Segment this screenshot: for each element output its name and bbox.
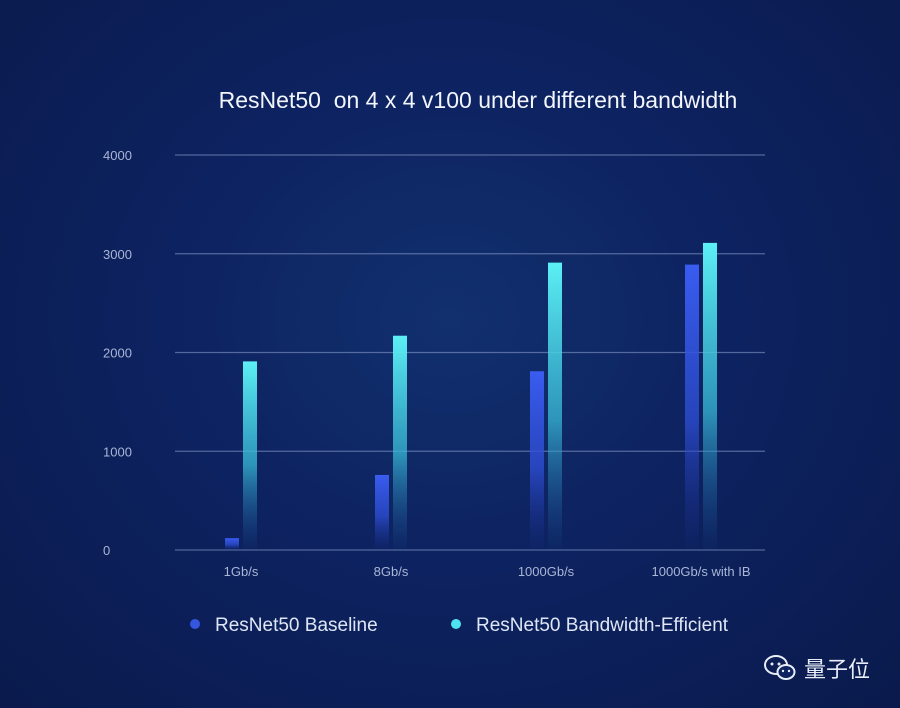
legend-marker-0 <box>190 619 200 629</box>
watermark-text: 量子位 <box>803 658 870 683</box>
x-tick-label: 1000Gb/s with IB <box>652 564 751 579</box>
legend-marker-1 <box>451 619 461 629</box>
bar-s1-3 <box>703 242 717 550</box>
y-tick-label: 2000 <box>103 346 132 361</box>
y-tick-label: 4000 <box>103 148 132 163</box>
x-tick-label: 1000Gb/s <box>518 564 575 579</box>
x-tick-label: 1Gb/s <box>224 564 259 579</box>
wechat-icon <box>763 655 796 680</box>
bar-s1-2 <box>548 262 562 550</box>
y-tick-label: 3000 <box>103 247 132 262</box>
bar-s1-1 <box>393 335 407 550</box>
bar-s1-0 <box>243 361 257 550</box>
bar-s0-1 <box>375 474 389 550</box>
bar-s0-3 <box>685 264 699 550</box>
legend-label-1: ResNet50 Bandwidth-Efficient <box>476 615 729 636</box>
y-tick-label: 1000 <box>103 444 132 459</box>
chart-title: ResNet50 on 4 x 4 v100 under different b… <box>219 87 738 113</box>
bar-s0-0 <box>225 538 239 550</box>
x-tick-label: 8Gb/s <box>374 564 409 579</box>
bar-s0-2 <box>530 371 544 550</box>
watermark: 量子位 <box>763 652 870 684</box>
y-tick-label: 0 <box>103 543 110 558</box>
legend-label-0: ResNet50 Baseline <box>215 615 378 636</box>
